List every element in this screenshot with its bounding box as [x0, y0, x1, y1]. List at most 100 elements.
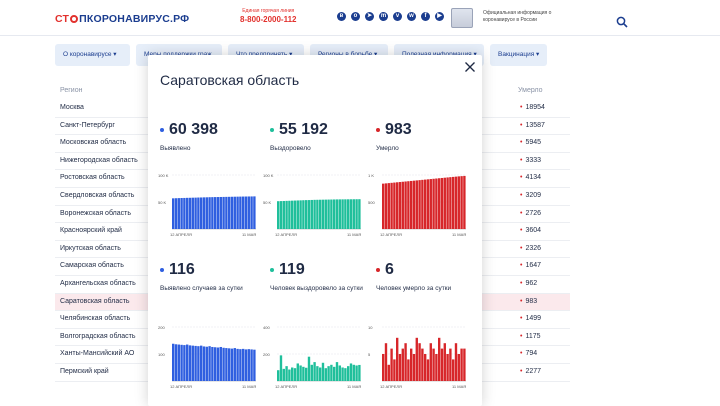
chart-bar — [435, 354, 438, 381]
chart-tick-label: 100 K — [158, 173, 169, 178]
stat-label: Выздоровело — [270, 145, 311, 152]
chart-deaths-daily-svg: 10 5 12 АПРЕЛЯ 11 МАЯ — [368, 325, 466, 389]
chart-bar — [291, 367, 294, 381]
telegram-icon[interactable]: ➤ — [365, 12, 374, 21]
chart-bar — [384, 183, 388, 229]
stat-label: Человек выздоровело за сутки — [270, 285, 363, 292]
chart-bar — [404, 343, 407, 381]
chart-bar — [401, 348, 404, 381]
chart-bar — [429, 343, 432, 381]
chart-bar — [358, 199, 361, 229]
region-name: Саратовская область — [60, 297, 130, 305]
chart-bar — [250, 196, 253, 229]
chart-bar — [463, 175, 466, 229]
chart-bar — [390, 182, 393, 229]
chart-bar — [293, 368, 297, 381]
chart-bar — [250, 349, 253, 381]
region-deaths: 3333 — [520, 157, 541, 164]
region-deaths: 983 — [520, 298, 537, 305]
chart-bar — [319, 199, 322, 229]
vk-icon[interactable]: в — [337, 12, 346, 21]
messenger-icon[interactable]: m — [379, 12, 388, 21]
chart-bar — [333, 199, 336, 229]
region-name: Нижегородская область — [60, 156, 138, 164]
header-divider — [0, 35, 720, 36]
chart-bar — [225, 196, 228, 229]
nav-item-about[interactable]: О коронавирусе ▾ — [55, 44, 130, 66]
site-logo[interactable]: СТ ПКОРОНАВИРУС.РФ — [55, 13, 189, 25]
chart-bar — [219, 346, 222, 381]
chart-bar — [429, 179, 432, 229]
chart-bar — [435, 178, 438, 229]
chart-bar — [449, 177, 452, 229]
chart-bar — [282, 368, 285, 381]
region-name: Санкт-Петербург — [60, 121, 115, 129]
chart-bar — [236, 196, 239, 229]
close-icon[interactable] — [464, 61, 476, 73]
region-name: Свердловская область — [60, 192, 135, 199]
chart-bar — [335, 362, 339, 381]
chart-bar — [401, 181, 404, 229]
odnoklassniki-icon[interactable]: о — [351, 12, 360, 21]
whatsapp-icon[interactable]: w — [407, 12, 416, 21]
chart-bar — [418, 343, 421, 381]
social-links: в о ➤ m v w f ▶ — [337, 12, 444, 21]
viber-icon[interactable]: v — [393, 12, 402, 21]
chart-deaths-daily: 10 5 12 АПРЕЛЯ 11 МАЯ — [368, 319, 468, 389]
chart-bar — [222, 196, 225, 229]
chart-x-end-label: 11 МАЯ — [452, 232, 466, 237]
chart-bar — [321, 199, 325, 229]
hotline[interactable]: Единая горячая линия 8-800-2000-112 — [240, 8, 297, 24]
chart-bar — [418, 180, 421, 229]
region-deaths: 2726 — [520, 210, 541, 217]
chart-bar — [177, 198, 180, 229]
chart-tick-label: 500 — [368, 200, 375, 205]
chart-bar — [358, 364, 361, 381]
chart-bar — [454, 343, 458, 381]
youtube-icon[interactable]: ▶ — [435, 12, 444, 21]
region-name: Москва — [60, 104, 84, 111]
stat-value: 119 — [279, 261, 305, 278]
chart-bar — [242, 348, 245, 381]
facebook-icon[interactable]: f — [421, 12, 430, 21]
chart-bar — [279, 355, 283, 381]
chart-bar — [183, 197, 186, 229]
region-deaths: 794 — [520, 350, 537, 357]
chart-tick-label: 100 — [158, 352, 165, 357]
region-name: Самарская область — [60, 262, 124, 270]
chart-bar — [426, 179, 430, 229]
nav-item-vaccination[interactable]: Вакцинация ▾ — [490, 44, 547, 66]
stat-dot — [376, 268, 380, 272]
chart-bar — [296, 363, 299, 381]
chart-bar — [244, 349, 248, 381]
chart-tick-label: 1 K — [368, 173, 374, 178]
chart-bar — [355, 365, 358, 381]
chart-bar — [200, 197, 203, 229]
chart-bar — [188, 345, 192, 381]
logo-rest-text: ПКОРОНАВИРУС.РФ — [79, 13, 190, 25]
chart-bar — [222, 347, 225, 381]
stat-value: 983 — [385, 121, 412, 138]
chart-bar — [293, 200, 297, 229]
chart-bar — [432, 348, 435, 381]
chart-x-end-label: 11 МАЯ — [347, 384, 361, 389]
chart-bar — [277, 201, 280, 229]
chart-bar — [338, 365, 341, 381]
chart-bar — [197, 197, 200, 229]
chart-x-end-label: 11 МАЯ — [347, 232, 361, 237]
chart-bar — [319, 367, 322, 381]
chart-bar — [205, 197, 208, 229]
chart-bar — [172, 343, 175, 381]
chart-bar — [421, 348, 424, 381]
hotline-phone[interactable]: 8-800-2000-112 — [240, 15, 297, 24]
chart-bar — [454, 176, 458, 229]
chart-bar — [382, 354, 385, 381]
chart-bar — [393, 182, 396, 229]
stat-dot — [270, 268, 274, 272]
chart-detected-svg: 100 K 50 K 12 АПРЕЛЯ 11 МАЯ — [158, 173, 256, 237]
chart-bar — [341, 199, 344, 229]
chart-bar — [387, 183, 390, 229]
chart-x-start-label: 12 АПРЕЛЯ — [380, 232, 402, 237]
chart-bar — [191, 197, 194, 229]
search-icon[interactable] — [616, 16, 628, 28]
